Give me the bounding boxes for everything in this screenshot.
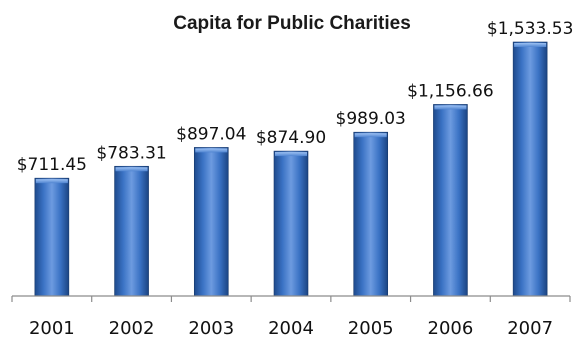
bar-2006 bbox=[433, 104, 468, 297]
x-tick-labels-layer: 2001 2002 2003 2004 2005 2006 2007 bbox=[29, 318, 553, 339]
bar bbox=[512, 41, 548, 297]
value-label-2005: $989.03 bbox=[336, 109, 406, 129]
bar-2005 bbox=[353, 131, 389, 297]
bar-top-highlight bbox=[354, 133, 387, 138]
value-label-2001: $711.45 bbox=[17, 155, 87, 175]
bar-2001 bbox=[34, 177, 70, 297]
value-label-2003: $897.04 bbox=[176, 124, 246, 144]
bar bbox=[34, 177, 70, 297]
bar bbox=[433, 104, 468, 297]
bar-top-highlight bbox=[275, 152, 307, 157]
bar bbox=[353, 131, 389, 297]
x-tick-label-2002: 2002 bbox=[109, 318, 155, 339]
bar-2002 bbox=[114, 165, 149, 297]
bar-top-highlight bbox=[35, 179, 68, 184]
x-tick-label-2003: 2003 bbox=[188, 318, 234, 339]
bar-top-highlight bbox=[195, 148, 228, 153]
value-labels-layer: $711.45 $783.31 $897.04 $874.90 $989.03$1,15… bbox=[17, 19, 574, 175]
x-tick-label-2006: 2006 bbox=[428, 318, 474, 339]
bar-top-highlight bbox=[434, 105, 467, 110]
value-label-2006: $1,156.66 bbox=[407, 81, 494, 101]
bar-top-highlight bbox=[514, 43, 547, 47]
x-tick-label-2001: 2001 bbox=[29, 318, 75, 339]
bar bbox=[273, 150, 309, 297]
value-label-2007: $1,533.53 bbox=[487, 19, 574, 39]
bar-top-highlight bbox=[115, 167, 148, 172]
chart-title: Capita for Public Charities bbox=[173, 13, 411, 34]
value-label-2002: $783.31 bbox=[96, 143, 166, 163]
bar-2004 bbox=[273, 150, 309, 297]
x-tick-label-2004: 2004 bbox=[268, 318, 314, 339]
bars-layer bbox=[34, 41, 548, 297]
value-label-2004: $874.90 bbox=[256, 128, 326, 148]
bar bbox=[193, 147, 229, 297]
bar bbox=[114, 165, 149, 297]
bar-2007 bbox=[512, 41, 548, 297]
x-tick-label-2007: 2007 bbox=[507, 318, 553, 339]
bar-2003 bbox=[193, 147, 229, 297]
x-ticks-layer bbox=[11, 296, 571, 302]
x-tick-label-2005: 2005 bbox=[348, 318, 394, 339]
